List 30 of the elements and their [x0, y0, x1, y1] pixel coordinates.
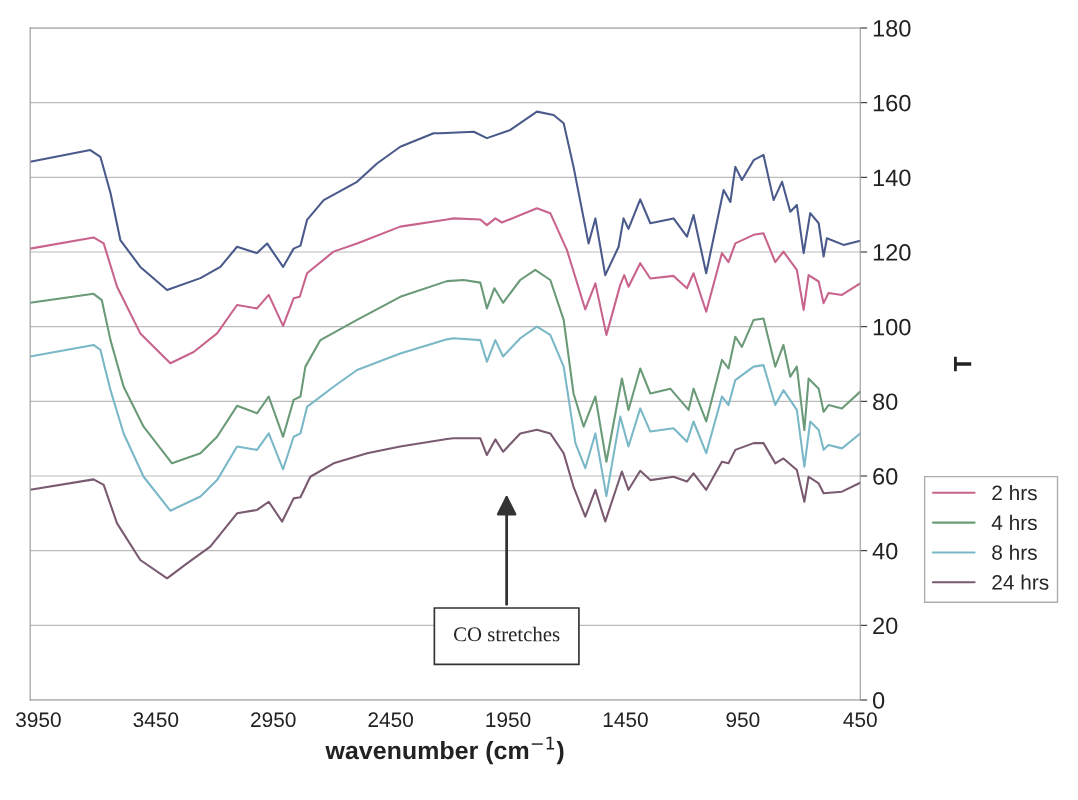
x-tick-label: 1450 — [603, 712, 648, 728]
x-tick-label: 950 — [726, 712, 760, 728]
x-tick-label: 3450 — [133, 712, 179, 728]
y-axis-title: T — [954, 356, 972, 372]
x-tick-label: 3950 — [16, 712, 61, 728]
y-tick-label: 140 — [873, 169, 911, 187]
line-series — [30, 268, 861, 465]
y-tick-label: 100 — [873, 318, 911, 336]
y-tick-label: 160 — [873, 94, 911, 112]
annotation: CO stretches — [453, 626, 560, 642]
x-axis-title: wavenumber (cm$^{−1}$) — [325, 736, 564, 765]
y-tick-label: 120 — [873, 244, 911, 261]
line-series — [30, 110, 861, 292]
legend-label: 24 hrs — [992, 574, 1049, 590]
x-tick-label: 450 — [843, 712, 877, 728]
legend-label: 4 hrs — [991, 514, 1037, 531]
x-tick-label: 2950 — [251, 712, 296, 728]
line-series — [30, 325, 861, 512]
y-tick-label: 180 — [873, 20, 911, 37]
legend-label: 2 hrs — [992, 484, 1037, 501]
x-tick-label: 1950 — [486, 712, 531, 728]
legend-label: 8 hrs — [992, 544, 1037, 560]
y-tick-label: 40 — [872, 542, 898, 560]
y-tick-label: 0 — [872, 692, 885, 709]
x-tick-label: 2450 — [368, 712, 413, 728]
y-tick-label: 60 — [873, 468, 898, 485]
y-tick-label: 20 — [873, 617, 898, 635]
line-series — [30, 428, 861, 580]
y-tick-label: 80 — [873, 393, 898, 411]
line-series — [30, 207, 861, 365]
